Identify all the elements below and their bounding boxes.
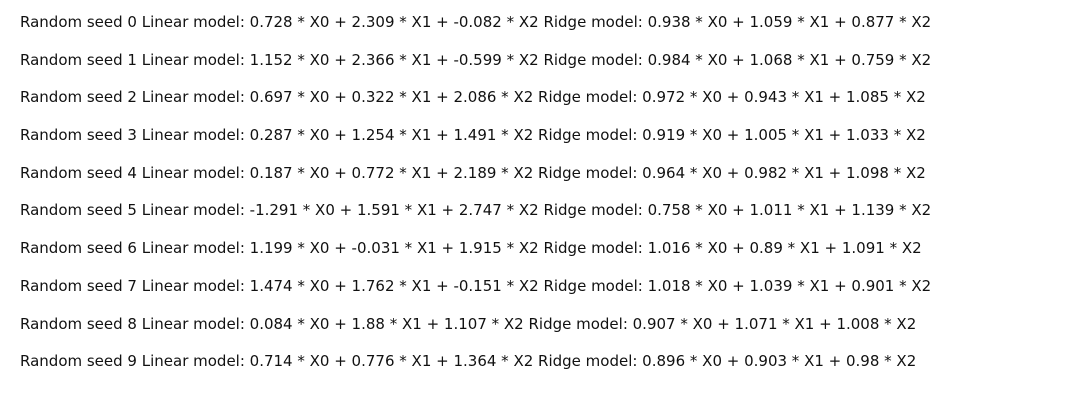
output-line-seed-5: Random seed 5 Linear model: -1.291 * X0 … [20, 201, 932, 220]
output-line-seed-0: Random seed 0 Linear model: 0.728 * X0 +… [20, 13, 932, 31]
output-line-seed-2: Random seed 2 Linear model: 0.697 * X0 +… [20, 88, 926, 107]
output-line-seed-3: Random seed 3 Linear model: 0.287 * X0 +… [20, 126, 926, 145]
output-line-seed-9: Random seed 9 Linear model: 0.714 * X0 +… [20, 352, 917, 371]
output-line-seed-4: Random seed 4 Linear model: 0.187 * X0 +… [20, 163, 926, 182]
output-line-seed-7: Random seed 7 Linear model: 1.474 * X0 +… [20, 276, 932, 295]
output-text-block: Random seed 0 Linear model: 0.728 * X0 +… [20, 0, 1075, 377]
output-line-seed-1: Random seed 1 Linear model: 1.152 * X0 +… [20, 50, 932, 69]
output-line-seed-8: Random seed 8 Linear model: 0.084 * X0 +… [20, 314, 917, 333]
output-line-seed-6: Random seed 6 Linear model: 1.199 * X0 +… [20, 239, 922, 258]
